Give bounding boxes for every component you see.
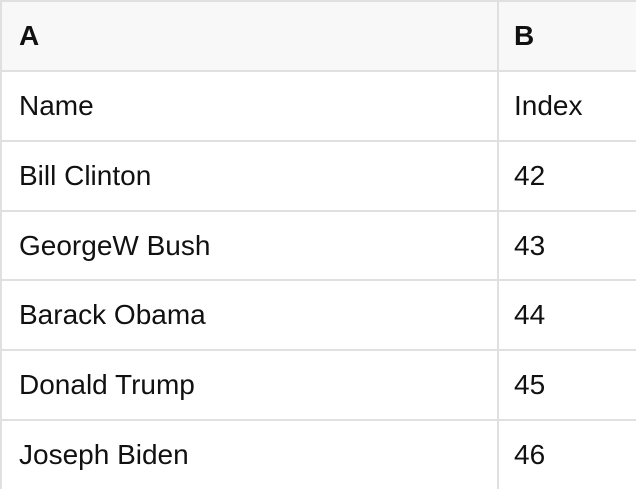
table-cell-index[interactable]: 44 [514,299,546,331]
table-cell-name[interactable]: GeorgeW Bush [2,211,499,280]
table-cell-name[interactable]: Donald Trump [2,351,499,420]
table-row: GeorgeW Bush 43 [2,211,636,282]
table-cell-name[interactable]: Barack Obama [2,281,499,350]
table-row: Name Index [2,71,636,142]
table-cell-index[interactable]: 46 [514,439,546,471]
table-cell-index[interactable]: 42 [514,159,546,191]
table-cell-index-header[interactable]: Index [514,89,583,121]
column-header-b[interactable]: B [514,19,535,51]
table-cell-index[interactable]: 45 [514,369,546,401]
table-cell-index[interactable]: 43 [514,229,546,261]
table-row: Barack Obama 44 [2,281,636,352]
table-row: Donald Trump 45 [2,351,636,422]
header-row: A B [2,2,636,72]
table-cell-name-header[interactable]: Name [2,71,499,140]
table-row: Bill Clinton 42 [2,141,636,212]
table-cell-name[interactable]: Joseph Biden [2,421,499,489]
table-row: Joseph Biden 46 [2,421,636,489]
table-cell-name[interactable]: Bill Clinton [2,141,499,210]
column-header-a[interactable]: A [2,2,499,70]
